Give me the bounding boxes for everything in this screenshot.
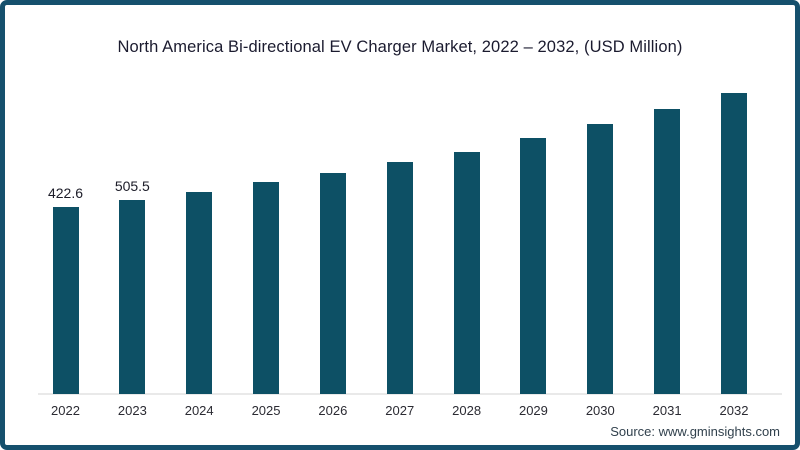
bar-2026 — [319, 173, 346, 394]
bar-value-label-2023: 505.5 — [114, 178, 150, 194]
bar-value-label-2022: 422.6 — [47, 185, 84, 201]
source-attribution: Source: www.gminsights.com — [610, 424, 780, 439]
x-tick-2026: 2026 — [318, 403, 348, 418]
x-tick-2027: 2027 — [385, 403, 415, 418]
x-tick-2032: 2032 — [719, 403, 749, 418]
bar-2028 — [453, 152, 480, 394]
x-tick-2023: 2023 — [117, 403, 147, 418]
bar-2027 — [386, 162, 413, 394]
bar-2024 — [186, 192, 213, 394]
bar-2031 — [654, 109, 681, 394]
chart-title: North America Bi-directional EV Charger … — [117, 38, 683, 56]
bar-2030 — [587, 124, 614, 394]
x-tick-2025: 2025 — [251, 403, 281, 418]
x-tick-2030: 2030 — [585, 403, 615, 418]
bar-2023 — [119, 200, 146, 394]
x-tick-2029: 2029 — [518, 403, 548, 418]
bar-2032 — [721, 93, 747, 394]
bar-2029 — [520, 138, 547, 394]
x-axis-line — [38, 393, 782, 395]
x-tick-2028: 2028 — [452, 403, 482, 418]
x-tick-2031: 2031 — [652, 403, 682, 418]
x-tick-2024: 2024 — [184, 403, 214, 418]
bar-2022 — [52, 207, 79, 394]
bar-2025 — [253, 182, 280, 394]
x-tick-2022: 2022 — [51, 403, 80, 418]
